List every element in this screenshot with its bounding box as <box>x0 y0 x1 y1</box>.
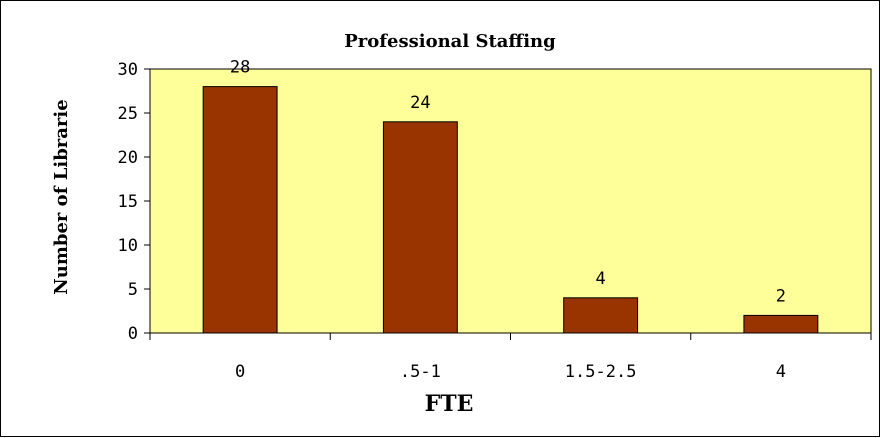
x-tick-label: .5-1 <box>400 362 441 382</box>
x-tick-label: 1.5-2.5 <box>565 362 637 382</box>
y-tick-label: 10 <box>118 236 138 256</box>
bar-0 <box>202 86 278 334</box>
data-label: 2 <box>776 286 786 306</box>
x-tick-label: 4 <box>776 362 786 382</box>
y-tick-label: 15 <box>118 192 138 212</box>
y-tick-label: 25 <box>118 104 138 124</box>
data-label: 24 <box>410 93 430 113</box>
y-tick-label: 30 <box>118 60 138 80</box>
y-tick-label: 20 <box>118 148 138 168</box>
y-axis-ticks: 0 5 10 15 20 25 30 <box>118 60 150 344</box>
y-tick-label: 0 <box>128 324 138 344</box>
bar-1.5-2.5 <box>563 297 639 334</box>
y-axis-title: Number of Librarie <box>51 99 72 294</box>
x-axis-title: FTE <box>425 391 474 417</box>
data-label: 28 <box>230 58 250 78</box>
y-tick-label: 5 <box>128 280 138 300</box>
x-tick-label: 0 <box>235 362 245 382</box>
x-axis-ticks: 0 .5-1 1.5-2.5 4 <box>149 333 872 382</box>
bars-group: 28 24 4 2 <box>202 58 819 334</box>
bar-.5-1 <box>382 121 458 334</box>
data-label: 4 <box>596 269 606 289</box>
bar-4 <box>743 314 819 334</box>
chart-title: Professional Staffing <box>344 31 556 52</box>
